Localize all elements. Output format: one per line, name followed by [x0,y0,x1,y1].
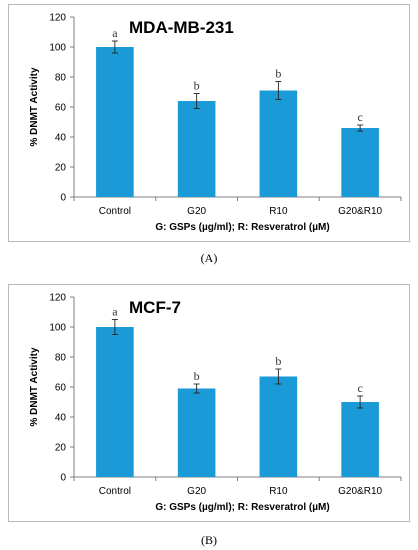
bar-g20 [177,101,216,197]
y-tick-label: 20 [55,443,67,454]
x-category-label: G20&R10 [338,206,382,217]
x-category-label: G20 [187,206,206,217]
chart-panel-b: 0 20 40 60 80 100 120 a Control b G20 b R10 c G20&R10 M… [8,284,410,522]
significance-label: c [357,381,362,395]
y-tick-label: 60 [55,383,67,394]
y-tick-label: 20 [55,163,67,174]
significance-label: b [194,79,200,93]
significance-label: b [194,369,200,383]
x-category-label: G20&R10 [338,486,382,497]
significance-label: a [112,305,118,319]
significance-label: b [275,354,281,368]
x-category-label: Control [99,206,131,217]
significance-label: a [112,26,118,40]
chart-panel-a: 0 20 40 60 80 100 120 a Control b G20 b R10 c G20&R10 M… [8,4,410,242]
y-tick-label: 0 [60,473,66,484]
chart-b-svg: 0 20 40 60 80 100 120 a Control b G20 b R10 c G20&R10 M… [29,293,402,513]
x-category-label: R10 [269,206,288,217]
bar-r10 [259,376,298,477]
bar-r10 [259,90,298,197]
bar-g20-r10 [341,402,379,477]
significance-label: b [275,67,281,81]
y-tick-label: 40 [55,133,67,144]
bar-control [96,327,134,477]
y-tick-label: 100 [49,43,66,54]
bar-g20-r10 [341,128,379,197]
y-axis-label: % DNMT Activity [29,67,40,147]
x-category-label: G20 [187,486,206,497]
y-tick-label: 120 [49,293,66,304]
y-axis-label: % DNMT Activity [29,347,40,427]
significance-label: c [357,110,362,124]
x-axis-label: G: GSPs (µg/ml); R: Resveratrol (µM) [155,502,329,513]
x-category-label: R10 [269,486,288,497]
bar-control [96,47,134,197]
y-tick-label: 80 [55,73,67,84]
x-axis-label: G: GSPs (µg/ml); R: Resveratrol (µM) [155,222,329,233]
chart-b-caption: (B) [201,533,217,547]
chart-title: MDA-MB-231 [129,18,234,37]
y-tick-label: 80 [55,353,67,364]
chart-a-caption: (A) [200,251,218,265]
bar-g20 [177,388,216,477]
y-tick-label: 0 [60,193,66,204]
x-category-label: Control [99,486,131,497]
chart-a-svg: 0 20 40 60 80 100 120 a Control b G20 b R10 c G20&R10 M… [29,13,402,233]
y-tick-label: 100 [49,323,66,334]
y-tick-label: 120 [49,13,66,24]
y-tick-label: 60 [55,103,67,114]
y-tick-label: 40 [55,413,67,424]
chart-title: MCF-7 [129,298,181,317]
